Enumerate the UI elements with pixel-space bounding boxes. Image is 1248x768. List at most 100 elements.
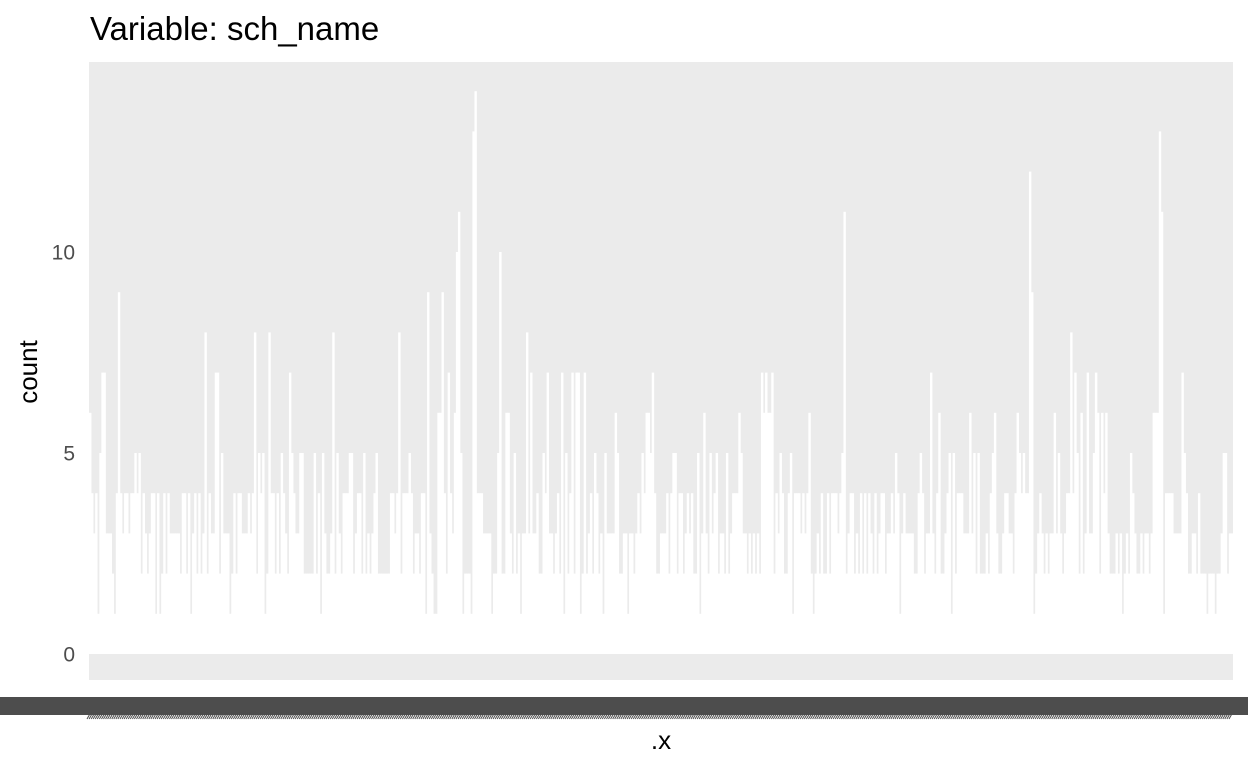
bar — [670, 493, 673, 654]
x-tick-mark — [123, 711, 129, 720]
bar — [424, 613, 428, 654]
x-tick-mark — [709, 711, 714, 720]
x-tick-mark — [896, 711, 902, 720]
x-tick-mark — [117, 711, 123, 720]
bar — [923, 573, 927, 654]
x-tick-mark — [853, 711, 859, 720]
bar — [392, 493, 395, 654]
x-tick-mark — [777, 711, 783, 720]
bar — [587, 533, 591, 654]
bar — [824, 573, 828, 654]
x-tick-mark — [632, 711, 638, 720]
x-tick-mark — [954, 711, 960, 720]
bar — [338, 533, 341, 654]
x-tick-mark — [1080, 711, 1086, 720]
x-tick-mark — [888, 711, 894, 720]
bar — [882, 493, 885, 654]
x-tick-mark — [206, 711, 212, 720]
bar — [631, 533, 634, 654]
x-tick-mark — [861, 711, 867, 720]
x-tick-mark — [768, 711, 774, 720]
x-tick-mark — [917, 711, 923, 720]
bar — [95, 493, 98, 654]
x-tick-mark — [169, 711, 174, 720]
bar — [548, 533, 552, 654]
bar — [791, 613, 795, 654]
bar — [241, 533, 244, 654]
bar — [905, 533, 908, 654]
bar — [1200, 573, 1203, 654]
x-tick-mark — [1100, 711, 1106, 720]
bar — [1226, 573, 1230, 654]
x-tick-mark — [1088, 711, 1094, 720]
x-tick-mark — [606, 711, 611, 720]
bar — [626, 613, 630, 654]
x-tick-mark — [1113, 711, 1118, 720]
x-tick-mark — [775, 711, 780, 720]
bar — [1127, 573, 1131, 654]
bar — [356, 493, 360, 654]
bar — [212, 533, 216, 654]
bar — [130, 493, 133, 654]
bar — [245, 533, 249, 654]
bar — [697, 453, 700, 654]
x-tick-mark — [913, 711, 919, 720]
x-tick-mark — [783, 711, 789, 720]
x-tick-mark — [674, 711, 679, 720]
bar — [103, 372, 106, 654]
bar — [216, 372, 220, 654]
bar — [1197, 493, 1201, 654]
bar — [466, 573, 469, 654]
bar — [707, 573, 710, 654]
bar — [334, 573, 337, 654]
bar — [146, 573, 150, 654]
bar — [113, 613, 117, 654]
bar — [952, 453, 956, 654]
x-tick-mark — [300, 711, 306, 720]
bar — [1119, 533, 1123, 654]
x-tick-mark — [989, 711, 995, 720]
bar — [513, 453, 517, 654]
bar — [422, 493, 426, 654]
x-tick-mark — [498, 711, 504, 720]
x-tick-mark — [1086, 711, 1092, 720]
x-tick-mark — [793, 711, 799, 720]
x-tick-mark — [830, 711, 836, 720]
x-tick-mark — [1073, 711, 1079, 720]
x-tick-mark — [939, 711, 945, 720]
x-tick-mark — [643, 711, 649, 720]
bar — [519, 613, 523, 654]
bar — [925, 533, 929, 654]
bar — [847, 533, 850, 654]
bar — [785, 573, 789, 654]
bar — [703, 412, 706, 654]
x-tick-mark — [972, 711, 978, 720]
x-tick-mark — [344, 711, 350, 720]
x-tick-mark — [723, 711, 729, 720]
bar — [680, 493, 683, 654]
x-tick-mark — [426, 711, 432, 720]
bar — [499, 252, 502, 654]
x-tick-mark — [812, 711, 818, 720]
x-tick-mark — [237, 711, 242, 720]
bar — [868, 493, 871, 654]
x-tick-mark — [942, 711, 947, 720]
bar — [814, 573, 817, 654]
bar — [892, 533, 896, 654]
bar — [383, 573, 387, 654]
bar — [577, 372, 580, 654]
x-tick-mark — [195, 711, 201, 720]
x-tick-mark — [1166, 711, 1172, 720]
x-tick-mark — [1150, 711, 1156, 720]
x-tick-mark — [436, 711, 442, 720]
bar — [787, 493, 791, 654]
bar — [870, 533, 873, 654]
bar — [940, 573, 943, 654]
bar — [752, 533, 756, 654]
bar — [1047, 573, 1050, 654]
bar — [179, 573, 183, 654]
x-tick-mark — [919, 711, 925, 720]
x-tick-mark — [958, 711, 964, 720]
bar — [196, 573, 199, 654]
